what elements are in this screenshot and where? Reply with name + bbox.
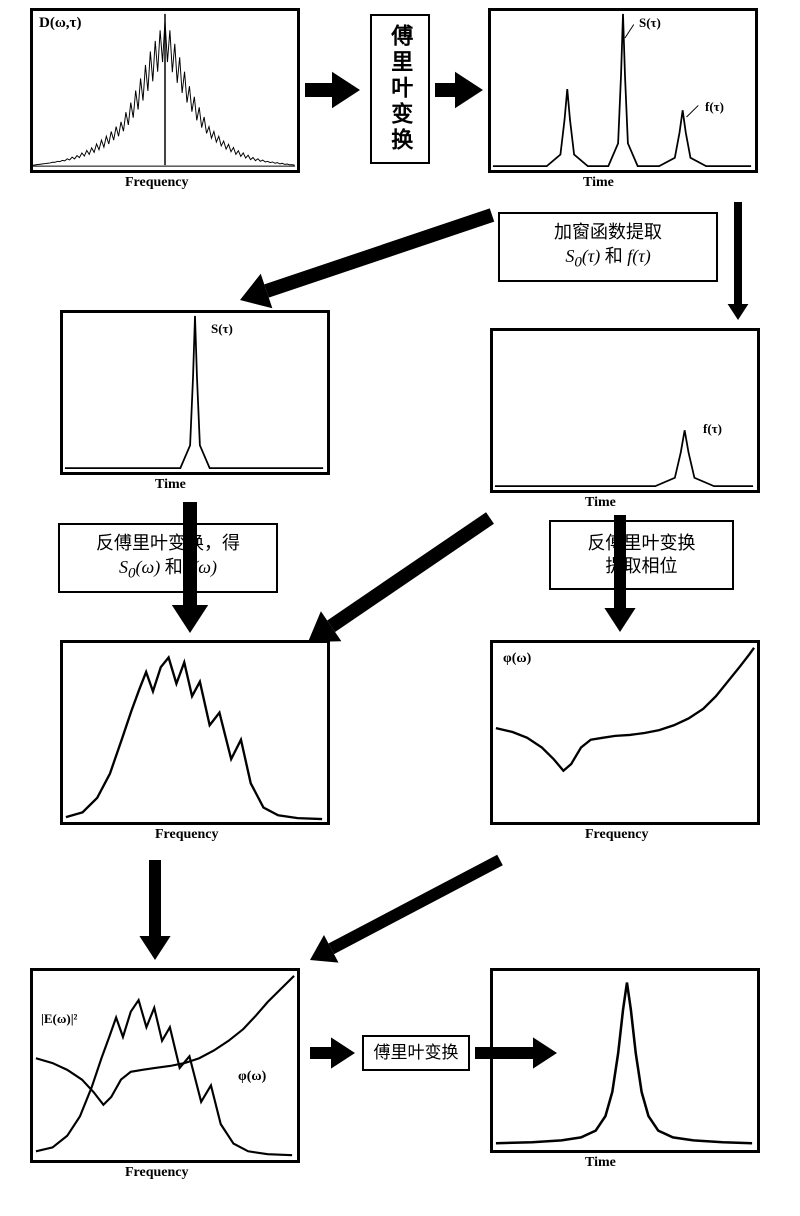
- axis-p1: Frequency: [125, 175, 189, 191]
- label-phi-p6: φ(ω): [503, 651, 531, 667]
- panel-e-phi-combined: |E(ω)|² φ(ω): [30, 968, 300, 1163]
- textbox-ifft-get: 反傅里叶变换，得 S0(ω) 和 f(ω): [58, 523, 278, 593]
- panel-f-tau: f(τ): [490, 328, 760, 493]
- axis-p6: Frequency: [585, 827, 649, 843]
- label-d-omega-tau: D(ω,τ): [39, 15, 81, 32]
- axis-p3: Time: [155, 477, 186, 493]
- panel-phi-omega: φ(ω): [490, 640, 760, 825]
- ifft-phase-line2: 提取相位: [588, 555, 696, 578]
- textbox-ifft-phase: 反傅里叶变换 提取相位: [549, 520, 734, 590]
- textbox-fourier-vertical: 傅里叶变换: [370, 14, 430, 164]
- panel-time-pulse: [490, 968, 760, 1153]
- panel-spectrum-d: D(ω,τ): [30, 8, 300, 173]
- panel-time-peaks: S(τ) f(τ): [488, 8, 758, 173]
- ifft-get-line2: S0(ω) 和 f(ω): [96, 556, 240, 584]
- window-line2: S0(τ) 和 f(τ): [554, 245, 662, 273]
- panel-s-tau: S(τ): [60, 310, 330, 475]
- ifft-phase-line1: 反傅里叶变换: [588, 532, 696, 555]
- label-e-omega-sq: |E(ω)|²: [41, 1011, 77, 1027]
- label-s-tau-p3: S(τ): [211, 321, 233, 337]
- axis-p7: Frequency: [125, 1165, 189, 1181]
- axis-p5: Frequency: [155, 827, 219, 843]
- label-f-tau-p2: f(τ): [705, 99, 724, 115]
- label-f-tau-p4: f(τ): [703, 421, 722, 437]
- panel-s0-omega: [60, 640, 330, 825]
- label-s-tau-p2: S(τ): [639, 15, 661, 31]
- label-phi-p7: φ(ω): [238, 1069, 266, 1085]
- axis-p4: Time: [585, 495, 616, 511]
- ifft-get-line1: 反傅里叶变换，得: [96, 532, 240, 555]
- textbox-fourier-horizontal: 傅里叶变换: [362, 1035, 470, 1071]
- axis-p8: Time: [585, 1155, 616, 1171]
- window-line1: 加窗函数提取: [554, 221, 662, 244]
- axis-p2: Time: [583, 175, 614, 191]
- textbox-window-extract: 加窗函数提取 S0(τ) 和 f(τ): [498, 212, 718, 282]
